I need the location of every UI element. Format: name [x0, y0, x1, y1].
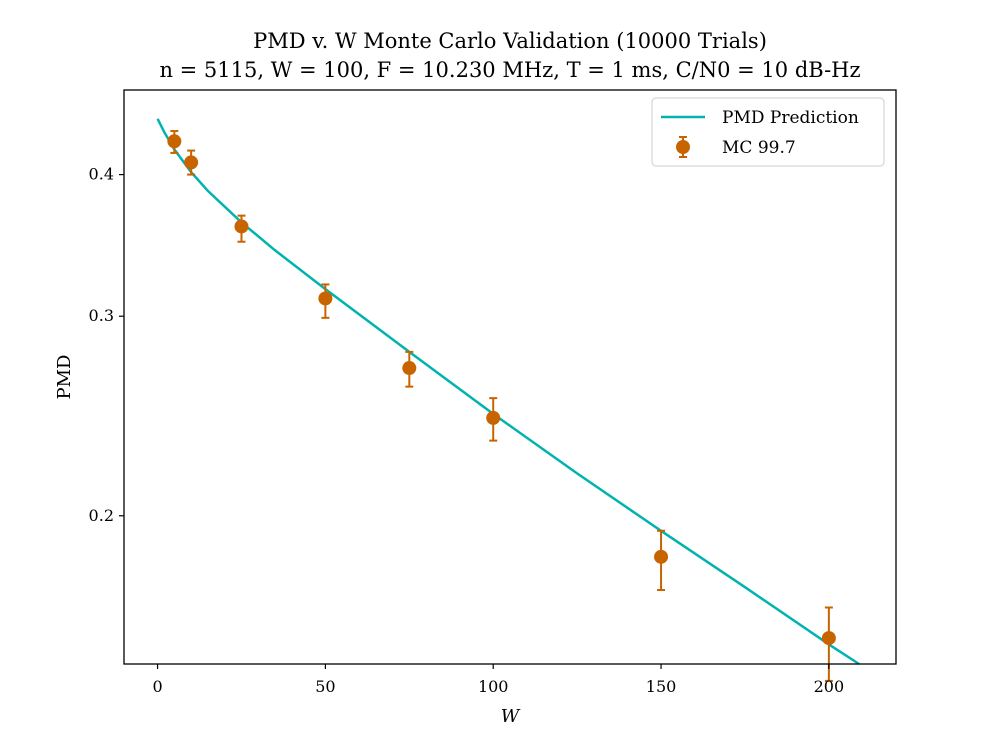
y-axis: 0.2 0.3 0.4	[89, 165, 124, 525]
mc-marker	[654, 549, 669, 564]
mc-point	[821, 606, 836, 682]
legend-errorbar-swatch	[676, 136, 690, 158]
x-axis: 0 50 100 150 200	[152, 664, 844, 696]
x-tick-label: 150	[646, 677, 677, 696]
mc-point	[654, 529, 669, 592]
x-axis-label: W	[501, 706, 521, 727]
mc-marker	[318, 291, 333, 306]
y-tick-label: 0.4	[89, 165, 114, 184]
mc-point	[318, 283, 333, 319]
mc-marker	[486, 410, 501, 425]
legend-label-mc: MC 99.7	[722, 138, 796, 158]
y-axis-label: PMD	[54, 355, 75, 400]
plot-area	[156, 118, 860, 682]
x-tick-label: 100	[478, 677, 509, 696]
chart-title: PMD v. W Monte Carlo Validation (10000 T…	[253, 29, 767, 53]
mc-point	[184, 149, 199, 176]
mc-marker	[167, 134, 182, 149]
mc-marker	[234, 219, 249, 234]
y-tick-label: 0.2	[89, 506, 114, 525]
x-tick-label: 50	[315, 677, 335, 696]
mc-point	[234, 214, 249, 243]
mc-point	[402, 350, 417, 388]
prediction-line	[156, 118, 860, 666]
axes-frame	[123, 89, 897, 665]
mc-marker	[184, 155, 199, 170]
legend-box	[651, 97, 885, 167]
mc-point	[167, 130, 182, 154]
x-tick-label: 0	[152, 677, 162, 696]
mc-marker	[402, 361, 417, 376]
mc-marker	[821, 631, 836, 646]
mc-point	[486, 397, 501, 442]
x-tick-label: 200	[814, 677, 845, 696]
legend-label-prediction: PMD Prediction	[722, 108, 859, 128]
chart-subtitle: n = 5115, W = 100, F = 10.230 MHz, T = 1…	[159, 58, 860, 82]
y-tick-label: 0.3	[89, 306, 114, 325]
legend: PMD Prediction MC 99.7	[651, 97, 885, 167]
